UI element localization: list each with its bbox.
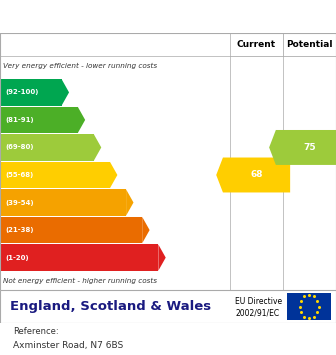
Bar	[0, 33, 336, 56]
Text: Energy Efficiency Rating: Energy Efficiency Rating	[57, 9, 279, 24]
Bar	[0, 134, 94, 160]
Bar	[283, 33, 336, 56]
Text: B: B	[87, 113, 96, 126]
Text: Axminster Road, N7 6BS: Axminster Road, N7 6BS	[13, 341, 124, 350]
Text: E: E	[135, 196, 143, 209]
Text: Potential: Potential	[286, 40, 333, 49]
Polygon shape	[216, 158, 290, 192]
Polygon shape	[158, 245, 166, 271]
Text: G: G	[167, 251, 177, 264]
Bar	[0, 79, 62, 105]
Text: (55-68): (55-68)	[5, 172, 33, 178]
Text: Not energy efficient - higher running costs: Not energy efficient - higher running co…	[3, 278, 157, 284]
Text: (1-20): (1-20)	[5, 255, 29, 261]
Text: (21-38): (21-38)	[5, 227, 34, 233]
Text: 75: 75	[303, 143, 316, 152]
Polygon shape	[110, 162, 117, 188]
Text: (39-54): (39-54)	[5, 200, 34, 206]
Bar	[0, 107, 78, 133]
Text: EU Directive: EU Directive	[235, 297, 282, 306]
Bar	[230, 33, 283, 56]
Text: F: F	[151, 224, 159, 236]
Text: (69-80): (69-80)	[5, 144, 34, 151]
Bar	[0, 245, 158, 271]
Text: Current: Current	[237, 40, 276, 49]
Bar	[0, 190, 126, 215]
Polygon shape	[126, 190, 133, 215]
Bar	[287, 293, 331, 320]
Text: C: C	[103, 141, 112, 154]
Polygon shape	[142, 217, 150, 243]
Text: 68: 68	[250, 170, 263, 180]
Text: 2002/91/EC: 2002/91/EC	[235, 308, 279, 318]
Text: (81-91): (81-91)	[5, 117, 34, 123]
Text: (92-100): (92-100)	[5, 89, 38, 95]
Text: D: D	[119, 169, 129, 181]
Bar	[0, 217, 142, 243]
Polygon shape	[78, 107, 85, 133]
Bar	[0, 162, 110, 188]
Polygon shape	[62, 79, 69, 105]
Text: A: A	[71, 86, 80, 99]
Polygon shape	[269, 130, 336, 165]
Text: Very energy efficient - lower running costs: Very energy efficient - lower running co…	[3, 63, 158, 70]
Text: England, Scotland & Wales: England, Scotland & Wales	[10, 300, 211, 313]
Text: Reference:: Reference:	[13, 327, 59, 335]
Polygon shape	[94, 134, 101, 160]
